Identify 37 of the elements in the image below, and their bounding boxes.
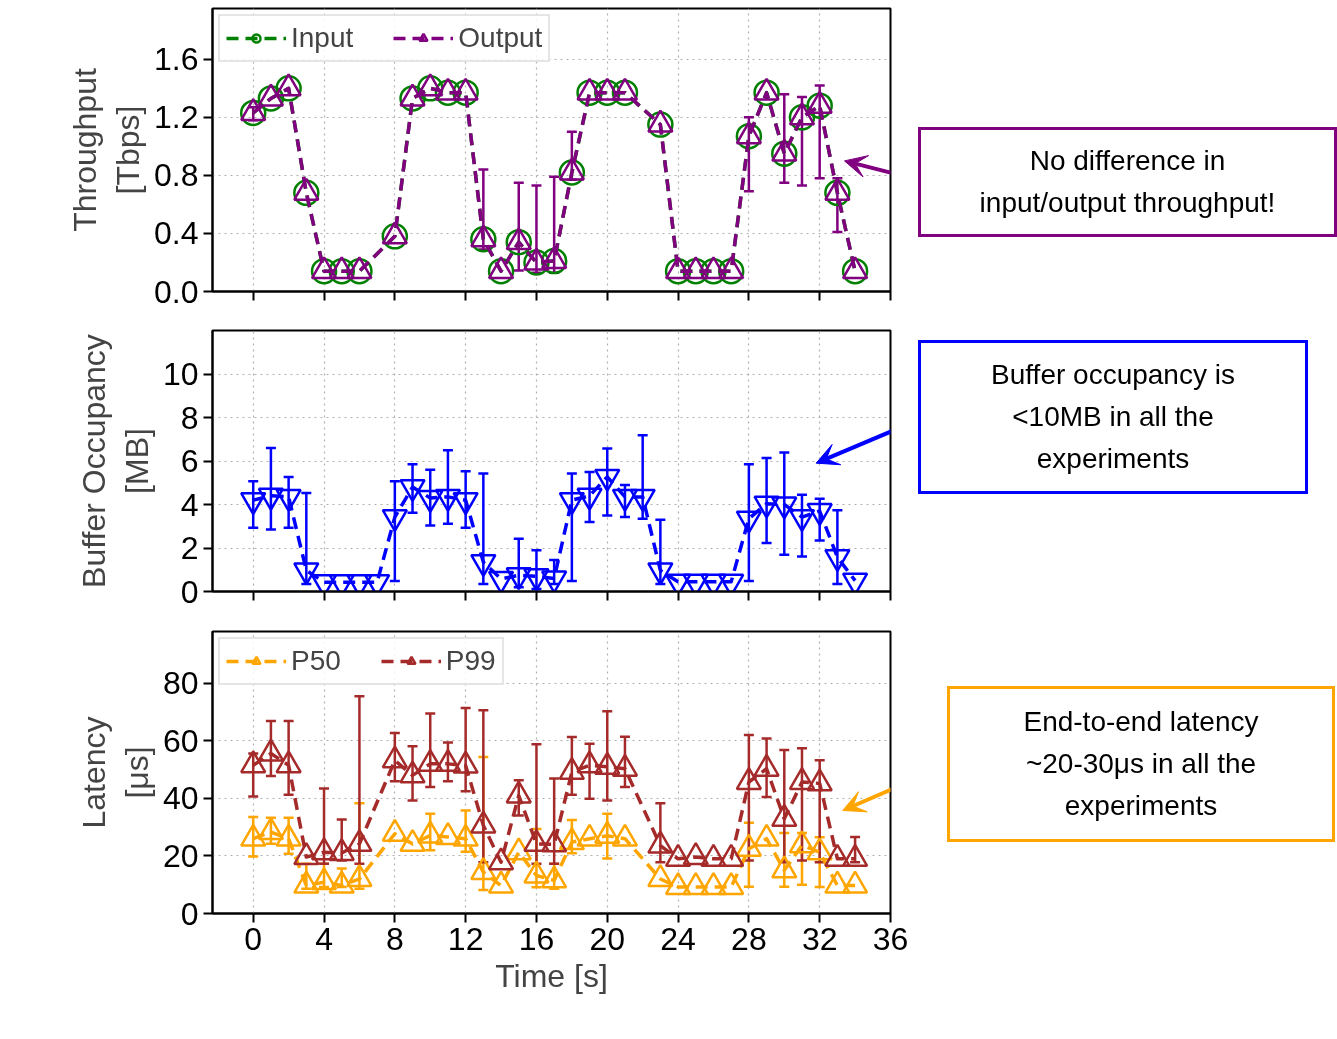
y-tick-label: 20 [162, 837, 199, 874]
y-tick-label: 40 [162, 780, 199, 817]
y-tick-label: 0 [180, 895, 199, 932]
y-tick-label: 4 [180, 486, 199, 523]
y-tick-label: 0.8 [154, 157, 199, 194]
x-tick-label: 32 [801, 920, 838, 957]
x-tick-label: 28 [731, 920, 767, 957]
legend-label: P99 [445, 645, 496, 677]
y-tick-label: 0.4 [154, 215, 199, 252]
text: End-to-end latency ~20-30μs in all the experiments [1023, 705, 1259, 823]
y-tick-label: 0.0 [154, 273, 199, 310]
x-axis-title: Time [s] [495, 957, 608, 994]
y-tick-label: 6 [180, 443, 199, 479]
y-axis-title: Throughput [Tbps] [66, 68, 147, 232]
y-tick-label: 2 [180, 530, 199, 566]
y-tick-label: 0 [180, 573, 199, 610]
x-tick-label: 16 [518, 920, 555, 957]
text: Buffer occupancy is <10MB in all the experiments [991, 358, 1235, 476]
y-tick-label: 1.2 [154, 99, 199, 136]
y-tick-label: 60 [162, 722, 199, 759]
legend-label: P50 [291, 645, 341, 677]
x-tick-label: 20 [589, 920, 626, 957]
x-tick-label: 24 [660, 920, 696, 957]
legend-label: Output [458, 22, 543, 54]
x-tick-label: 4 [315, 920, 333, 957]
y-tick-label: 80 [162, 665, 199, 702]
y-axis-title: Buffer Occupancy [MB] [75, 334, 155, 588]
x-tick-label: 8 [385, 920, 404, 957]
y-tick-label: 1.6 [154, 41, 199, 78]
y-tick-label: 8 [180, 399, 199, 436]
legend-label: Input [291, 22, 354, 54]
x-tick-label: 36 [872, 920, 909, 957]
y-axis-title: Latency [μs] [75, 716, 155, 829]
y-tick-label: 10 [162, 356, 199, 392]
x-tick-label: 12 [447, 920, 484, 957]
text: No difference in input/output throughput! [979, 144, 1276, 220]
x-tick-label: 0 [244, 920, 263, 957]
